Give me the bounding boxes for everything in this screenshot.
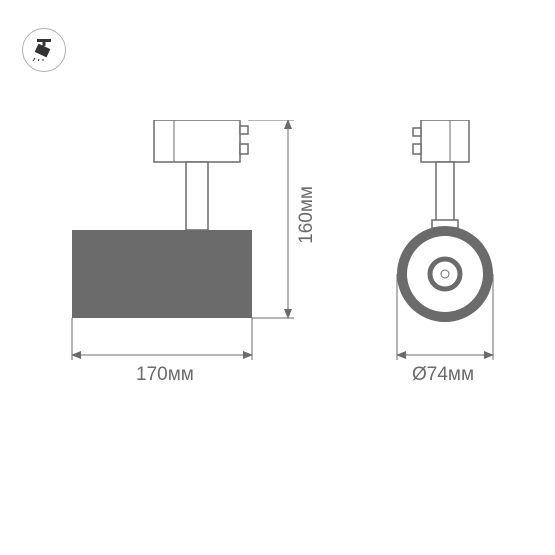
front-lamp bbox=[397, 226, 493, 322]
front-view: Ø74мм bbox=[380, 120, 530, 450]
side-view: 170мм 160мм bbox=[50, 120, 350, 450]
front-adapter bbox=[413, 120, 469, 162]
diameter-label: Ø74мм bbox=[412, 364, 474, 386]
width-label: 170мм bbox=[136, 364, 194, 386]
front-stem bbox=[436, 162, 454, 224]
side-adapter bbox=[154, 120, 248, 162]
side-view-svg bbox=[50, 120, 350, 450]
side-body bbox=[72, 230, 252, 318]
type-icon-circle bbox=[22, 28, 66, 72]
side-stem bbox=[186, 162, 208, 230]
height-label: 160мм bbox=[296, 186, 318, 244]
spotlight-icon bbox=[31, 39, 57, 61]
front-view-svg bbox=[380, 120, 530, 450]
